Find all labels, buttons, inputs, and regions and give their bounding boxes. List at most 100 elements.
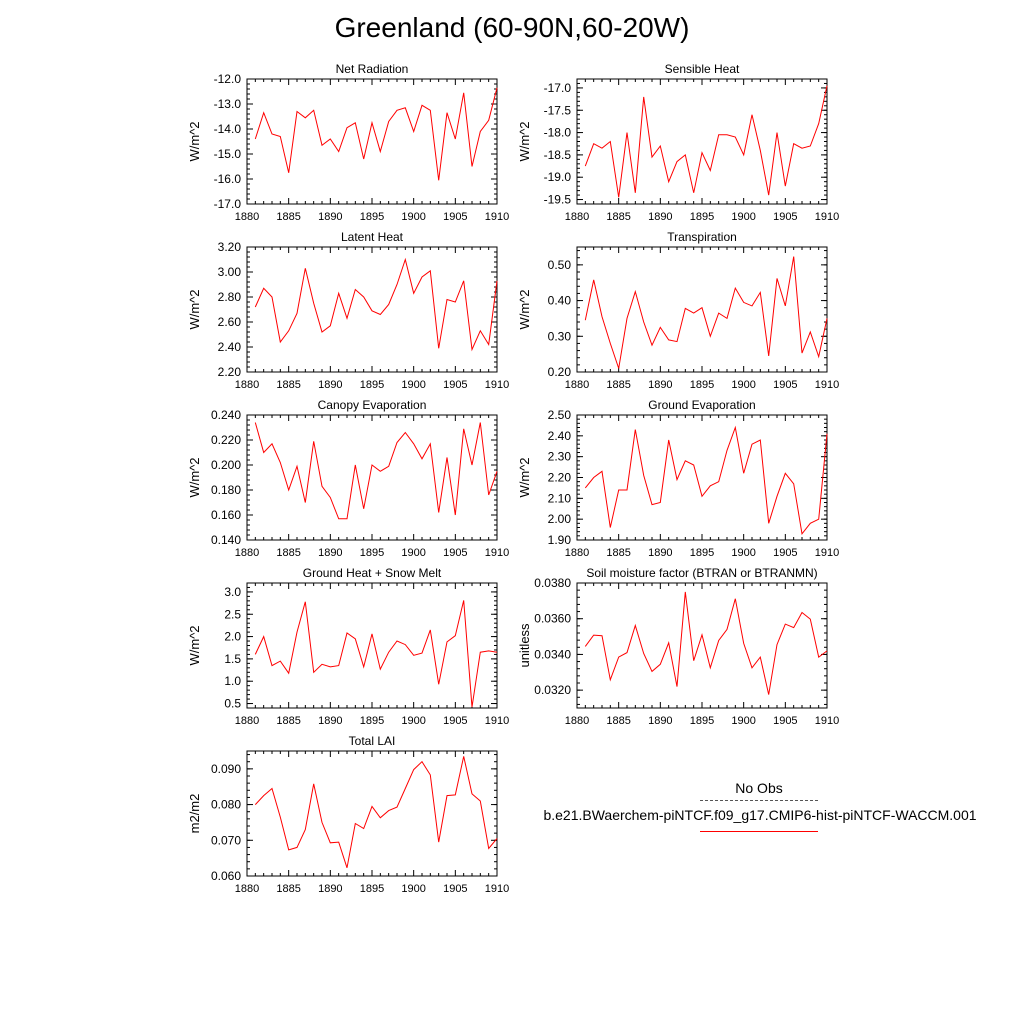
- panel-5: Canopy Evaporation W/m^2 1880 1885 1890 1895 1…: [187, 398, 509, 559]
- y-axis-label: m2/m2: [187, 794, 202, 834]
- y-tick-label: -15.0: [214, 147, 242, 161]
- y-tick-label: 2.40: [548, 429, 572, 443]
- x-tick-label: 1885: [606, 211, 630, 223]
- x-tick-label: 1880: [235, 379, 259, 391]
- y-tick-label: 0.200: [211, 458, 241, 472]
- x-tick-label: 1885: [276, 379, 300, 391]
- y-tick-label: -14.0: [214, 122, 242, 136]
- y-axis-label: W/m^2: [517, 121, 532, 161]
- panel-title: Sensible Heat: [665, 62, 740, 76]
- x-tick-label: 1895: [690, 379, 714, 391]
- x-tick-label: 1885: [276, 211, 300, 223]
- y-tick-label: -19.5: [544, 193, 572, 207]
- y-tick-label: 0.0320: [534, 683, 571, 697]
- x-tick-label: 1885: [276, 547, 300, 559]
- y-tick-label: 0.140: [211, 533, 241, 547]
- legend-model-line: [700, 831, 818, 832]
- plot-frame: [576, 582, 828, 709]
- y-tick-label: 2.0: [224, 630, 241, 644]
- y-tick-label: -18.0: [544, 126, 572, 140]
- x-tick-label: 1910: [485, 547, 509, 559]
- panel-1: Net Radiation W/m^2 1880 1885 1890 1895 1900 19…: [187, 62, 509, 223]
- legend-obs-line: [700, 800, 818, 801]
- y-axis-label: W/m^2: [187, 121, 202, 161]
- plot-frame: [246, 750, 498, 877]
- y-tick-label: 0.240: [211, 408, 241, 422]
- x-tick-label: 1910: [815, 379, 839, 391]
- y-tick-label: 2.5: [224, 607, 241, 621]
- plot-frame: [246, 78, 498, 205]
- x-tick-label: 1900: [731, 211, 755, 223]
- y-tick-label: 2.20: [548, 471, 572, 485]
- x-tick-label: 1905: [443, 379, 467, 391]
- x-tick-label: 1880: [235, 211, 259, 223]
- x-tick-label: 1900: [401, 883, 425, 895]
- y-tick-label: 2.50: [548, 408, 572, 422]
- panel-9: Total LAI m2/m2 1880 1885 1890 1895 1900 1905 19…: [187, 734, 509, 895]
- y-tick-label: -12.0: [214, 72, 242, 86]
- y-tick-label: 0.090: [211, 762, 241, 776]
- x-tick-label: 1895: [690, 715, 714, 727]
- x-tick-label: 1910: [485, 715, 509, 727]
- x-tick-label: 1885: [606, 715, 630, 727]
- x-tick-label: 1905: [443, 715, 467, 727]
- legend-model-label: b.e21.BWaerchem-piNTCF.f09_g17.CMIP6-his…: [543, 807, 977, 823]
- x-tick-label: 1900: [401, 715, 425, 727]
- x-tick-label: 1905: [773, 211, 797, 223]
- panel-title: Transpiration: [667, 230, 737, 244]
- x-tick-label: 1900: [731, 547, 755, 559]
- x-tick-label: 1890: [648, 379, 672, 391]
- y-tick-label: 0.0360: [534, 612, 571, 626]
- y-tick-label: -17.0: [214, 197, 242, 211]
- panel-title: Latent Heat: [341, 230, 404, 244]
- x-tick-label: 1900: [731, 715, 755, 727]
- y-tick-label: 0.160: [211, 508, 241, 522]
- x-tick-label: 1905: [773, 715, 797, 727]
- x-tick-label: 1910: [815, 547, 839, 559]
- y-tick-label: 1.90: [548, 533, 572, 547]
- panel-title: Ground Evaporation: [648, 398, 755, 412]
- y-tick-label: -18.5: [544, 148, 572, 162]
- x-tick-label: 1895: [360, 379, 384, 391]
- y-tick-label: 1.5: [224, 652, 241, 666]
- panel-title: Ground Heat + Snow Melt: [303, 566, 442, 580]
- panel-4: Transpiration W/m^2 1880 1885 1890 1895 1900 19…: [517, 230, 839, 391]
- x-tick-label: 1885: [276, 883, 300, 895]
- y-tick-label: 0.30: [548, 329, 572, 343]
- y-tick-label: 2.10: [548, 491, 572, 505]
- x-tick-label: 1890: [318, 211, 342, 223]
- y-axis-label: unitless: [517, 623, 532, 668]
- y-tick-label: 3.20: [218, 240, 242, 254]
- y-tick-label: 3.0: [224, 585, 241, 599]
- panel-title: Total LAI: [349, 734, 396, 748]
- y-tick-label: 2.20: [218, 365, 242, 379]
- series-line: [584, 256, 828, 369]
- y-axis-label: W/m^2: [517, 457, 532, 497]
- y-tick-label: 2.30: [548, 450, 572, 464]
- x-tick-label: 1890: [648, 547, 672, 559]
- panel-2: Sensible Heat W/m^2 1880 1885 1890 1895 1900 19…: [517, 62, 839, 223]
- series-line: [584, 425, 828, 535]
- y-tick-label: 0.50: [548, 258, 572, 272]
- y-tick-label: 2.80: [218, 290, 242, 304]
- x-tick-label: 1880: [565, 715, 589, 727]
- panel-8: Soil moisture factor (BTRAN or BTRANMN) u…: [517, 566, 839, 727]
- x-tick-label: 1890: [648, 211, 672, 223]
- x-tick-label: 1900: [731, 379, 755, 391]
- y-tick-label: 1.0: [224, 674, 241, 688]
- legend-obs-label: No Obs: [735, 780, 783, 796]
- panel-7: Ground Heat + Snow Melt W/m^2 1880 1885 1890…: [187, 566, 509, 727]
- y-tick-label: -17.0: [544, 81, 572, 95]
- plot-frame: [246, 246, 498, 373]
- x-tick-label: 1905: [443, 547, 467, 559]
- y-tick-label: 0.180: [211, 483, 241, 497]
- y-tick-label: 2.00: [548, 512, 572, 526]
- y-tick-label: 0.0380: [534, 576, 571, 590]
- y-tick-label: 0.070: [211, 833, 241, 847]
- x-tick-label: 1885: [606, 547, 630, 559]
- series-line: [254, 756, 498, 868]
- panel-title: Net Radiation: [336, 62, 409, 76]
- x-tick-label: 1900: [401, 547, 425, 559]
- y-tick-label: -13.0: [214, 97, 242, 111]
- x-tick-label: 1895: [690, 547, 714, 559]
